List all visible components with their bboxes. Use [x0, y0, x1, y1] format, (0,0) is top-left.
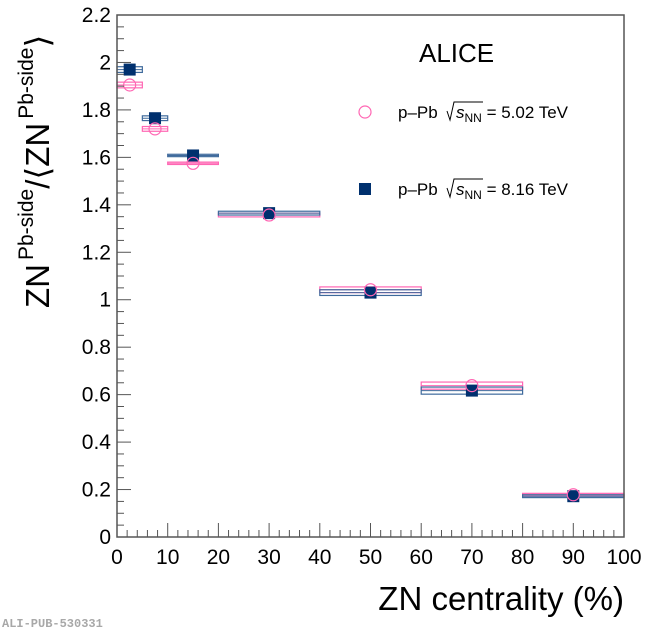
- data-point-5tev: [123, 78, 137, 92]
- data-point-5tev: [186, 156, 200, 170]
- x-tick-label: 80: [511, 546, 534, 569]
- x-axis-ticks: 0 10 20 30 40 50 60 70 80 90 100: [111, 523, 642, 569]
- experiment-label: ALICE: [419, 38, 494, 68]
- legend-suffix: = 8.16 TeV: [482, 180, 569, 199]
- systematic-boxes: [116, 66, 625, 499]
- legend-s: s: [456, 180, 465, 199]
- y-tick-label: 0.4: [82, 431, 112, 454]
- x-tick-label: 100: [606, 546, 641, 569]
- legend-prefix: p–Pb: [398, 103, 438, 122]
- plot-frame: [116, 14, 625, 538]
- y-axis-title-text: ZNPb-side/⟨ZNPb-side⟩: [15, 35, 56, 308]
- legend-prefix: p–Pb: [398, 180, 438, 199]
- ylabel-sup2: Pb-side: [15, 48, 38, 119]
- plot-border: [116, 14, 625, 538]
- data-point-5tev: [465, 379, 479, 393]
- y-tick-label: 0: [99, 526, 111, 549]
- data-point-5tev: [148, 122, 162, 136]
- legend-suffix: = 5.02 TeV: [482, 103, 569, 122]
- y-tick-label: 1: [99, 289, 111, 312]
- legend: p–Pb sNN = 5.02 TeV p–Pb sNN = 8.16 TeV: [358, 101, 569, 202]
- legend-sub: NN: [465, 188, 482, 202]
- x-tick-label: 40: [308, 546, 331, 569]
- y-tick-label: 0.2: [82, 479, 111, 502]
- x-tick-label: 10: [156, 546, 179, 569]
- data-point-5tev: [363, 283, 378, 297]
- data-point-8tev: [567, 490, 580, 503]
- legend-snn-5tev: sNN = 5.02 TeV: [456, 103, 569, 125]
- legend-s: s: [456, 103, 465, 122]
- data-point-5tev: [262, 208, 276, 222]
- legend-label-5tev: p–Pb: [398, 103, 438, 122]
- data-point-8tev: [149, 112, 162, 125]
- y-axis-ticks: 0 0.2 0.4 0.6 0.8 1 1.2 1.4 1.6 1.8 2 2.2: [82, 4, 131, 549]
- y-tick-label: 1.4: [82, 194, 112, 217]
- y-tick-label: 2: [99, 51, 111, 74]
- y-tick-label: 1.8: [82, 99, 111, 122]
- data-point-8tev: [465, 384, 478, 397]
- sqrt-sign-5tev: [446, 101, 483, 122]
- ylabel-close: ⟩: [19, 35, 56, 48]
- data-point-8tev: [123, 63, 136, 76]
- ylabel-zn: ZN: [19, 264, 56, 308]
- legend-label-8tev: p–Pb: [398, 180, 438, 199]
- y-tick-label: 0.6: [82, 384, 111, 407]
- x-tick-label: 60: [410, 546, 433, 569]
- legend-snn-8tev: sNN = 8.16 TeV: [456, 180, 569, 202]
- data-markers: [123, 63, 580, 503]
- y-tick-label: 1.6: [82, 146, 111, 169]
- x-axis-title: ZN centrality (%): [378, 580, 624, 617]
- ylabel-slash: /⟨ZN: [19, 123, 56, 189]
- x-tick-label: 0: [111, 546, 123, 569]
- x-tick-label: 20: [207, 546, 230, 569]
- x-tick-label: 30: [257, 546, 280, 569]
- x-tick-label: 70: [460, 546, 483, 569]
- legend-marker-8tev: [359, 183, 371, 195]
- sqrt-sign-8tev: [446, 178, 483, 199]
- y-axis-title: ZNPb-side/⟨ZNPb-side⟩: [15, 35, 56, 308]
- y-tick-label: 2.2: [82, 4, 111, 27]
- x-tick-label: 90: [562, 546, 585, 569]
- legend-marker-5tev: [358, 105, 372, 119]
- data-point-5tev: [566, 488, 580, 502]
- y-tick-label: 0.8: [82, 336, 111, 359]
- data-point-8tev: [364, 286, 377, 299]
- y-tick-label: 1.2: [82, 241, 111, 264]
- publication-id: ALI-PUB-530331: [2, 617, 103, 631]
- ylabel-sup1: Pb-side: [15, 189, 38, 260]
- legend-sub: NN: [465, 111, 482, 125]
- x-tick-label: 50: [359, 546, 382, 569]
